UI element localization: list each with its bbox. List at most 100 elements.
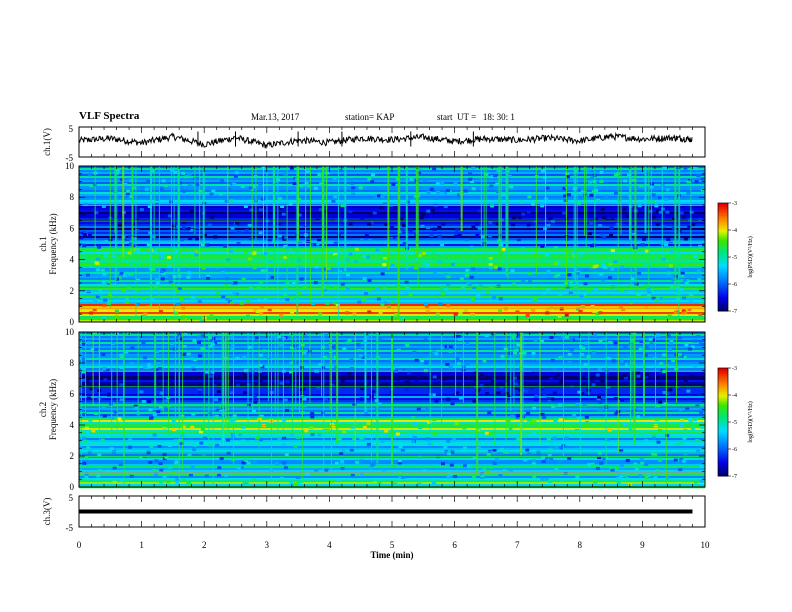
spectrogram-cell: [189, 228, 194, 232]
spectrogram-cell: [465, 361, 470, 365]
spectrogram-cell: [187, 271, 192, 275]
spectrogram-cell: [97, 245, 102, 249]
spectrogram-cell: [690, 345, 695, 349]
spectrogram-cell: [549, 306, 554, 310]
colorbar-segment: [718, 273, 728, 276]
spectrogram-cell: [419, 216, 424, 220]
colorbar-segment: [718, 255, 728, 258]
spectrogram-cell: [129, 263, 134, 267]
spectrogram-cell: [370, 180, 375, 184]
colorbar-segment: [718, 375, 728, 378]
spectrogram-cell: [81, 370, 86, 374]
spectrogram-cell: [354, 259, 359, 263]
spectrogram-cell: [684, 343, 689, 347]
spectrogram-cell: [366, 255, 371, 259]
spectrogram-cell: [550, 358, 555, 362]
spectrogram-row: [79, 478, 705, 481]
spectrogram-cell: [249, 186, 254, 190]
spectrogram-cell: [557, 314, 562, 318]
sferic-streak: [364, 332, 367, 413]
spectrogram-cell: [106, 301, 111, 305]
spectrogram-cell: [698, 217, 703, 221]
y-tick-label: 5: [69, 493, 74, 503]
spectrogram-cell: [678, 468, 683, 472]
spectrogram-cell: [594, 188, 599, 192]
spectrogram-cell: [439, 287, 444, 291]
colorbar-segment: [718, 210, 728, 213]
spectrogram-cell: [259, 414, 264, 418]
spectrogram-cell: [480, 474, 485, 478]
spectrogram-cell: [695, 449, 700, 453]
spectrogram-cell: [258, 363, 263, 367]
spectrogram-cell: [412, 435, 417, 439]
colorbar-segment: [718, 402, 728, 405]
spectrogram-cell: [694, 480, 699, 484]
colorbar-segment: [718, 230, 728, 233]
figure-title: VLF Spectra: [79, 110, 140, 122]
colorbar-segment: [718, 233, 728, 236]
spectrogram-cell: [377, 481, 382, 485]
spectrogram-cell: [443, 445, 448, 449]
spectrogram-cell: [532, 419, 537, 423]
spectrogram-cell: [659, 296, 664, 300]
sferic-streak: [513, 332, 515, 406]
spectrogram-cell: [648, 337, 653, 341]
spectrogram-cell: [498, 297, 503, 301]
spectrogram-cell: [521, 279, 526, 283]
x-tick-label: 1: [139, 540, 144, 550]
colorbar-segment: [718, 257, 728, 260]
spectrogram-cell: [337, 437, 342, 441]
spectrogram-cell: [340, 460, 345, 464]
spectrogram-cell: [159, 480, 164, 484]
spectrogram-cell: [396, 348, 401, 352]
spectrogram-cell: [661, 258, 666, 262]
sferic-streak: [620, 166, 622, 235]
spectrogram-row: [79, 266, 705, 269]
spectrogram-cell: [646, 293, 651, 297]
spectrogram-cell: [425, 309, 430, 313]
spectrogram-cell: [554, 404, 559, 408]
colorbar-segment: [718, 212, 728, 215]
spectrogram-cell: [662, 391, 667, 395]
spectrogram-cell: [283, 256, 288, 260]
spectrogram-cell: [221, 295, 226, 299]
spectrogram-row: [79, 312, 705, 315]
colorbar-segment: [718, 246, 728, 249]
spectrogram-cell: [425, 263, 430, 267]
spectrogram-cell: [229, 301, 234, 305]
spectrogram-cell: [333, 195, 338, 199]
sferic-streak: [455, 332, 457, 396]
spectrogram-cell: [96, 474, 101, 478]
spectrogram-cell: [293, 444, 298, 448]
spectrogram-cell: [155, 197, 160, 201]
spectrogram-cell: [150, 169, 155, 173]
spectrogram-cell: [289, 481, 294, 485]
colorbar-segment: [718, 407, 728, 410]
spectrogram-cell: [463, 189, 468, 193]
spectrogram-cell: [616, 317, 621, 321]
sferic-streak: [232, 332, 234, 464]
spectrogram-row: [79, 172, 705, 175]
spectrogram-cell: [258, 231, 263, 235]
spectrogram-cell: [220, 179, 225, 183]
spectrogram-cell: [688, 421, 693, 425]
spectrogram-cell: [167, 214, 172, 218]
spectrogram-cell: [532, 406, 537, 410]
sferic-streak: [286, 166, 288, 291]
spectrogram-row: [79, 224, 705, 227]
spectrogram-cell: [610, 218, 615, 222]
colorbar-segment: [718, 458, 728, 461]
spectrogram-cell: [488, 265, 493, 269]
spectrogram-cell: [488, 234, 493, 238]
spectrogram-row: [79, 248, 705, 251]
spectrogram-cell: [157, 367, 162, 371]
spectrogram-row: [79, 230, 705, 233]
spectrogram-cell: [644, 439, 649, 443]
spectrogram-cell: [80, 478, 85, 482]
spectrogram-cell: [464, 238, 469, 242]
spectrogram-cell: [544, 197, 549, 201]
spectrogram-cell: [139, 208, 144, 212]
spectrogram-cell: [440, 243, 445, 247]
sferic-streak: [665, 332, 667, 485]
spectrogram-cell: [697, 244, 702, 248]
